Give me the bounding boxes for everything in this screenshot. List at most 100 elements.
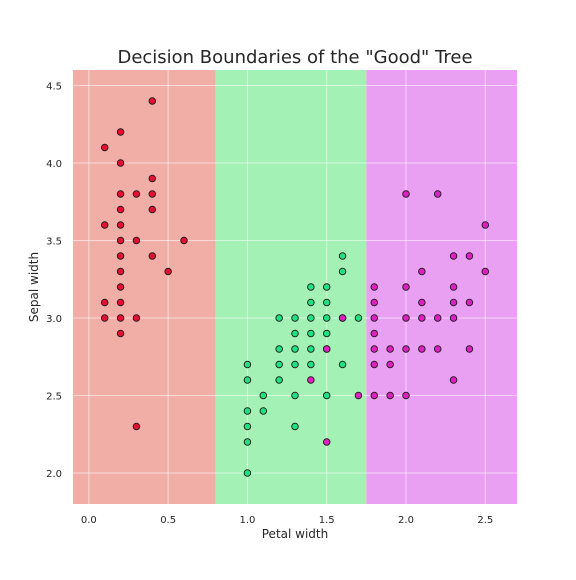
data-point xyxy=(307,314,315,322)
data-point xyxy=(322,298,331,307)
data-point xyxy=(418,345,426,353)
data-point xyxy=(370,345,379,353)
data-point xyxy=(116,314,125,322)
data-point xyxy=(132,314,141,322)
y-axis-label: Sepal width xyxy=(27,252,41,322)
data-point xyxy=(132,422,141,431)
x-tick-label: 2.0 xyxy=(398,515,414,526)
data-point xyxy=(259,391,268,400)
data-point xyxy=(322,329,331,338)
data-point xyxy=(275,376,283,384)
x-tick-labels: 0.0 0.5 1.0 1.5 2.0 2.5 xyxy=(81,515,493,526)
data-point xyxy=(481,267,490,276)
data-point xyxy=(322,438,331,446)
data-points xyxy=(100,97,490,477)
data-point xyxy=(132,236,141,245)
data-point xyxy=(148,174,157,183)
data-point xyxy=(116,159,125,167)
data-point xyxy=(354,391,363,400)
y-tick-label: 3.5 xyxy=(46,237,62,248)
data-point xyxy=(386,360,394,369)
data-point xyxy=(370,283,379,291)
data-point xyxy=(291,422,299,431)
data-point xyxy=(402,190,410,198)
data-point xyxy=(148,190,157,198)
data-point xyxy=(370,329,379,338)
data-point xyxy=(322,391,331,400)
data-point xyxy=(148,252,157,260)
data-point xyxy=(243,422,252,431)
data-point xyxy=(338,252,347,260)
data-point xyxy=(148,205,157,214)
data-point xyxy=(402,391,410,400)
data-point xyxy=(386,345,394,353)
data-point xyxy=(307,283,315,291)
y-tick-label: 2.5 xyxy=(46,392,62,403)
data-point xyxy=(322,314,331,322)
y-tick-label: 2.0 xyxy=(46,469,62,480)
data-point xyxy=(100,314,109,322)
data-point xyxy=(243,469,252,477)
data-point xyxy=(116,190,125,198)
x-tick-label: 1.5 xyxy=(319,515,335,526)
data-point xyxy=(338,267,347,276)
data-point xyxy=(291,360,299,369)
data-point xyxy=(116,128,125,136)
decision-region-1 xyxy=(215,70,367,504)
x-tick-label: 1.0 xyxy=(239,515,255,526)
x-tick-label: 2.5 xyxy=(477,515,493,526)
data-point xyxy=(275,360,283,369)
data-point xyxy=(307,360,315,369)
data-point xyxy=(433,314,442,322)
data-point xyxy=(418,314,426,322)
data-point xyxy=(370,391,379,400)
data-point xyxy=(449,314,458,322)
data-point xyxy=(291,329,299,338)
data-point xyxy=(433,345,442,353)
data-point xyxy=(370,298,379,307)
data-point xyxy=(322,345,331,353)
data-point xyxy=(100,221,109,229)
data-point xyxy=(116,236,125,245)
data-point xyxy=(402,314,410,322)
data-point xyxy=(307,298,315,307)
data-point xyxy=(418,267,426,276)
data-point xyxy=(116,298,125,307)
data-point xyxy=(449,376,458,384)
data-point xyxy=(291,391,299,400)
y-tick-label: 4.5 xyxy=(46,82,62,93)
decision-regions xyxy=(73,70,517,504)
data-point xyxy=(433,190,442,198)
data-point xyxy=(338,360,347,369)
decision-region-0 xyxy=(73,70,216,504)
data-point xyxy=(370,314,379,322)
data-point xyxy=(291,314,299,322)
data-point xyxy=(132,190,141,198)
data-point xyxy=(307,376,315,384)
data-point xyxy=(402,345,410,353)
x-tick-label: 0.0 xyxy=(81,515,97,526)
data-point xyxy=(465,252,474,260)
y-tick-label: 4.0 xyxy=(46,159,62,170)
data-point xyxy=(465,298,474,307)
data-point xyxy=(116,221,125,229)
y-tick-labels: 2.0 2.5 3.0 3.5 4.0 4.5 xyxy=(46,82,62,481)
data-point xyxy=(386,391,394,400)
data-point xyxy=(465,345,474,353)
data-point xyxy=(100,143,109,152)
data-point xyxy=(148,97,157,105)
data-point xyxy=(322,283,331,291)
y-tick-label: 3.0 xyxy=(46,314,62,325)
data-point xyxy=(100,298,109,307)
decision-region-2 xyxy=(366,70,517,504)
data-point xyxy=(164,267,172,276)
data-point xyxy=(449,298,458,307)
data-point xyxy=(307,329,315,338)
data-point xyxy=(243,360,252,369)
data-point xyxy=(481,221,490,229)
x-axis-label: Petal width xyxy=(262,527,328,541)
data-point xyxy=(370,360,379,369)
data-point xyxy=(354,314,363,322)
data-point xyxy=(275,314,283,322)
